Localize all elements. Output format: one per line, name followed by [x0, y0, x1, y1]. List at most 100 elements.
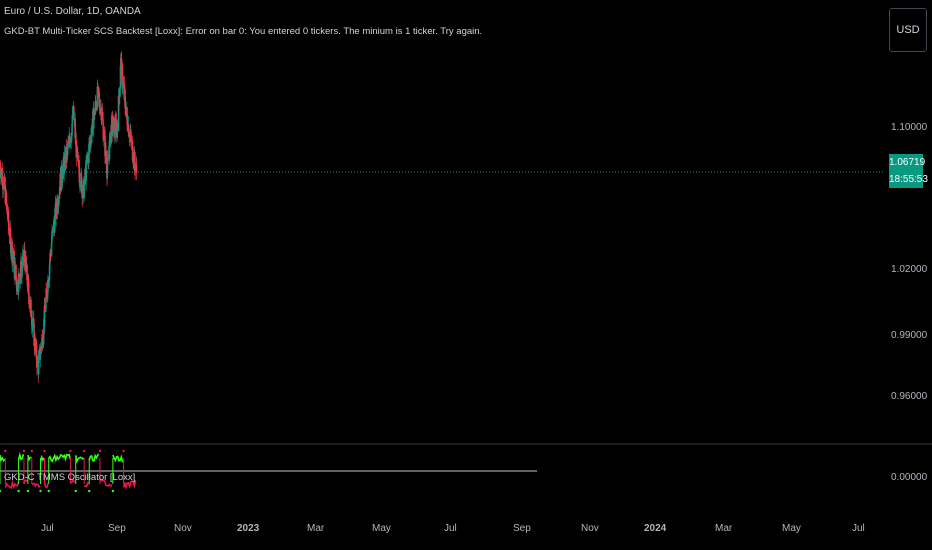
signal-marker	[82, 449, 86, 453]
oscillator-bull-segment	[74, 455, 85, 464]
candle-body	[51, 227, 54, 231]
candle-body	[41, 344, 44, 347]
candle	[47, 277, 50, 284]
price-tick: 0.99000	[891, 330, 928, 341]
candle-body	[83, 184, 85, 198]
candle	[97, 83, 99, 108]
candle-body	[47, 280, 50, 283]
candle-body	[50, 239, 53, 243]
candle	[93, 107, 95, 120]
candle	[20, 253, 22, 284]
candle	[28, 292, 30, 309]
currency-button[interactable]: USD	[889, 8, 927, 52]
candle-body	[108, 140, 111, 160]
candle-body	[90, 134, 93, 144]
candle	[81, 185, 83, 207]
candle	[45, 282, 48, 292]
candle	[32, 309, 34, 329]
candle-body	[63, 159, 65, 175]
candle-body	[87, 155, 89, 163]
time-tick: Jul	[41, 523, 54, 534]
oscillator-bull-segment	[27, 454, 32, 462]
candle	[59, 171, 62, 194]
candle	[0, 167, 3, 178]
candle	[18, 272, 20, 289]
candle	[38, 350, 40, 360]
candle	[91, 118, 93, 143]
oscillator-label[interactable]: GKD-C TMMS Oscillator [Loxx]	[4, 472, 136, 483]
bar-countdown: 18:55:53	[889, 174, 928, 185]
candle-body	[114, 119, 117, 134]
candle	[24, 255, 26, 275]
candle-body	[4, 185, 7, 204]
candle-body	[117, 95, 120, 131]
candle-body	[2, 188, 5, 190]
signal-marker	[88, 489, 91, 493]
signal-marker	[0, 489, 2, 493]
candle-body	[80, 172, 83, 178]
candle-body	[16, 282, 18, 292]
candle	[87, 152, 89, 169]
candle-body	[61, 170, 64, 183]
candle-body	[10, 241, 13, 251]
candle-body	[45, 291, 48, 299]
candle-body	[0, 168, 3, 173]
candle-body	[49, 254, 52, 257]
candle	[22, 244, 24, 264]
candle-body	[27, 282, 30, 295]
candle	[4, 177, 7, 206]
candle	[120, 50, 123, 72]
candle-body	[126, 125, 129, 131]
oscillator-bear-segment	[43, 482, 49, 489]
candle-body	[135, 164, 138, 173]
candle	[67, 137, 70, 144]
candle	[26, 263, 28, 287]
signal-marker	[47, 489, 50, 493]
candle-body	[81, 188, 83, 199]
candle	[135, 158, 138, 181]
current-price-value: 1.06719	[889, 157, 926, 168]
candle	[40, 345, 42, 354]
candle-body	[58, 193, 61, 199]
candle-body	[53, 215, 56, 233]
time-tick: Jul	[444, 523, 457, 534]
candle-body	[25, 257, 27, 267]
candle	[61, 164, 64, 189]
candle-body	[101, 111, 103, 118]
candle	[118, 87, 121, 96]
candle	[16, 281, 18, 296]
candle-body	[39, 355, 42, 360]
oscillator-bear-segment	[23, 479, 28, 484]
candle	[43, 297, 46, 313]
candle-body	[122, 83, 125, 85]
candle	[101, 107, 103, 120]
candle-body	[5, 193, 8, 203]
candle	[34, 337, 36, 357]
candle-body	[23, 250, 26, 260]
candle-body	[60, 165, 63, 182]
candle-body	[112, 117, 115, 120]
candle-body	[131, 140, 134, 144]
candle	[122, 76, 125, 85]
candle-body	[91, 127, 93, 136]
candle-body	[18, 273, 20, 281]
candle-body	[126, 114, 129, 126]
candle-body	[77, 159, 80, 161]
time-tick: 2024	[644, 523, 667, 534]
candle-body	[105, 153, 107, 158]
symbol-title[interactable]: Euro / U.S. Dollar, 1D, OANDA	[4, 6, 141, 17]
candle	[57, 196, 60, 215]
candle-body	[118, 89, 121, 96]
candle	[128, 130, 131, 147]
time-tick: Mar	[715, 523, 733, 534]
candle-body	[37, 358, 40, 375]
candle-body	[105, 157, 108, 173]
candle-body	[17, 274, 20, 292]
candle-body	[65, 146, 68, 160]
candle-body	[124, 107, 127, 116]
oscillator-tick: 0.00000	[891, 472, 928, 483]
signal-marker	[43, 449, 46, 453]
candle-body	[127, 124, 130, 136]
candle-body	[72, 105, 75, 119]
